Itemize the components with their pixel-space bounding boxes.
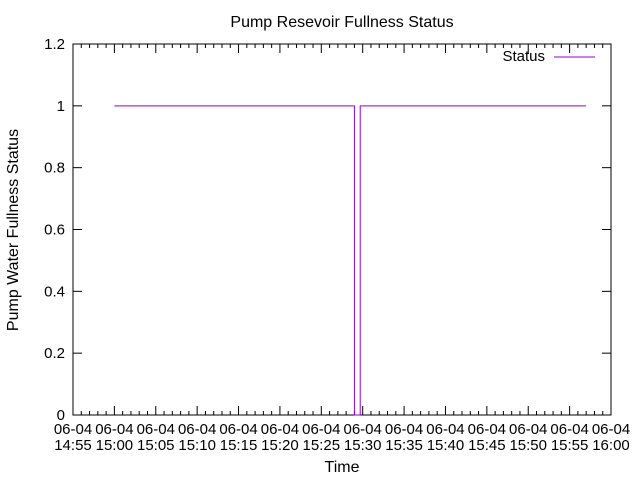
x-tick-label-time: 15:30 — [344, 437, 382, 454]
y-tick-label: 0.4 — [44, 283, 65, 300]
x-tick-label-date: 06-04 — [426, 421, 464, 438]
x-tick-label-date: 06-04 — [550, 421, 588, 438]
x-tick-label-date: 06-04 — [261, 421, 299, 438]
x-tick-label-time: 15:55 — [551, 437, 589, 454]
x-tick-label-date: 06-04 — [178, 421, 216, 438]
y-axis-label: Pump Water Fullness Status — [5, 129, 22, 331]
y-tick-label: 1 — [57, 98, 65, 115]
x-tick-label-time: 15:40 — [427, 437, 465, 454]
x-tick-label-time: 15:00 — [96, 437, 134, 454]
x-tick-label-date: 06-04 — [95, 421, 133, 438]
x-tick-label-time: 14:55 — [54, 437, 92, 454]
legend-label-status: Status — [502, 48, 545, 65]
x-tick-label-date: 06-04 — [302, 421, 340, 438]
chart-title: Pump Resevoir Fullness Status — [230, 14, 453, 31]
x-tick-label-date: 06-04 — [509, 421, 547, 438]
x-tick-label-date: 06-04 — [468, 421, 506, 438]
x-tick-label-time: 15:35 — [385, 437, 423, 454]
x-tick-label-date: 06-04 — [344, 421, 382, 438]
x-tick-label-date: 06-04 — [385, 421, 423, 438]
x-axis-label: Time — [325, 459, 360, 476]
x-tick-label-date: 06-04 — [54, 421, 92, 438]
x-tick-label-time: 15:20 — [261, 437, 299, 454]
series-line-status — [114, 105, 587, 416]
x-tick-label-date: 06-04 — [137, 421, 175, 438]
plot-area: 00.20.40.60.811.206-0414:5506-0415:0006-… — [44, 36, 630, 454]
x-tick-label-time: 16:00 — [592, 437, 630, 454]
y-tick-label: 0.2 — [44, 345, 65, 362]
x-tick-label-time: 15:25 — [303, 437, 341, 454]
x-tick-label-date: 06-04 — [219, 421, 257, 438]
x-tick-label-time: 15:15 — [220, 437, 258, 454]
y-tick-label: 0.6 — [44, 222, 65, 239]
y-tick-label: 0.8 — [44, 160, 65, 177]
y-tick-label: 1.2 — [44, 36, 65, 53]
x-tick-label-time: 15:45 — [468, 437, 506, 454]
x-tick-label-date: 06-04 — [592, 421, 630, 438]
legend: Status — [502, 48, 595, 65]
x-tick-label-time: 15:10 — [178, 437, 216, 454]
x-tick-label-time: 15:50 — [509, 437, 547, 454]
x-tick-label-time: 15:05 — [137, 437, 175, 454]
y-tick-label: 0 — [57, 407, 65, 424]
plot-frame — [72, 43, 612, 416]
